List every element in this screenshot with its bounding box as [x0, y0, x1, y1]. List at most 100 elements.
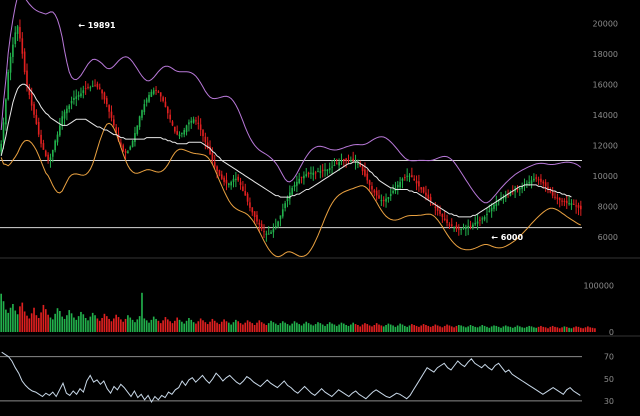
volume-bar [366, 324, 369, 332]
candle-body [94, 85, 96, 87]
volume-bar [474, 326, 477, 332]
volume-bar [462, 326, 465, 332]
volume-bar [12, 304, 14, 332]
candle-body [324, 169, 326, 171]
candle-body [333, 165, 336, 167]
volume-bar [84, 318, 87, 332]
volume-bar [51, 319, 54, 332]
candle-body [251, 207, 254, 213]
candle-body [342, 158, 345, 161]
candle-body [115, 127, 117, 134]
candle-body [152, 90, 155, 94]
volume-bar [350, 324, 352, 332]
volume-bar [472, 325, 474, 332]
candle-body [380, 200, 383, 202]
candle-body [155, 89, 157, 91]
candle-body [267, 233, 270, 235]
candle-body [225, 179, 228, 184]
volume-bar [61, 316, 64, 332]
volume-bar [143, 318, 146, 332]
volume-bar [549, 326, 552, 332]
candle-body [82, 90, 85, 94]
candle-body [540, 178, 542, 182]
volume-bar [493, 325, 495, 332]
candle-body [227, 183, 230, 185]
volume-bar [263, 323, 265, 332]
oscillator-y-tick-label: 50 [604, 375, 614, 384]
volume-bar [403, 325, 406, 332]
volume-bar [272, 322, 275, 332]
candle-body [347, 160, 350, 162]
candle-body [246, 193, 249, 202]
candle-body [145, 99, 148, 103]
volume-bar [371, 326, 373, 332]
volume-bar [476, 327, 479, 332]
candle-body [359, 162, 362, 167]
candle-body [321, 169, 324, 172]
candle-body [556, 197, 559, 199]
candle-body [434, 206, 437, 208]
volume-bar [594, 328, 596, 332]
candle-body [335, 163, 338, 165]
candle-body [70, 101, 73, 104]
candle-body [279, 215, 282, 220]
volume-bar [169, 321, 171, 332]
volume-bar [63, 318, 66, 332]
candle-body [30, 92, 33, 106]
lower-band-line [0, 122, 582, 258]
candle-body [138, 116, 141, 127]
candle-body [230, 181, 232, 186]
candle-body [5, 99, 7, 125]
candle-body [572, 203, 575, 205]
volume-bar [159, 323, 162, 332]
candle-body [305, 174, 308, 177]
volume-bar [197, 321, 200, 332]
volume-bar [547, 328, 549, 332]
volume-bar [580, 327, 582, 332]
volume-y-tick-label: 0 [609, 328, 614, 337]
volume-bar [150, 319, 153, 332]
volume-bar [540, 325, 542, 332]
candle-body [448, 224, 451, 226]
candle-body [181, 133, 183, 135]
volume-bar [439, 326, 441, 332]
volume-bar [9, 307, 12, 332]
volume-bar [181, 321, 183, 332]
candle-body [580, 205, 582, 210]
volume-bar [2, 301, 5, 332]
volume-bar [202, 320, 204, 332]
volume-bar [457, 325, 460, 332]
candle-body [129, 146, 132, 150]
volume-bar [274, 323, 277, 332]
volume-bar [408, 325, 411, 332]
candle-body [542, 181, 545, 184]
volume-bar [509, 326, 512, 332]
volume-bar [467, 326, 470, 332]
candle-body [361, 166, 364, 172]
volume-bar [148, 322, 150, 332]
volume-bar [422, 324, 425, 332]
candle-body [575, 205, 577, 207]
candle-body [12, 44, 14, 58]
volume-bar [507, 326, 509, 332]
candle-body [418, 181, 420, 187]
candle-body [112, 119, 115, 126]
volume-bar [230, 324, 232, 332]
volume-bar [582, 328, 584, 332]
candle-body [298, 178, 301, 184]
candle-body [570, 203, 573, 205]
volume-bar [490, 326, 493, 332]
candle-body [504, 195, 507, 199]
volume-bar [526, 326, 528, 332]
candle-body [176, 131, 179, 135]
candle-body [117, 133, 120, 141]
volume-bar [21, 302, 24, 332]
volume-bar [434, 324, 437, 332]
candle-body [188, 122, 190, 125]
volume-bar [260, 322, 263, 332]
candle-body [486, 213, 488, 216]
candle-body [274, 226, 277, 228]
volume-bar [518, 326, 521, 332]
volume-bar [486, 326, 488, 332]
